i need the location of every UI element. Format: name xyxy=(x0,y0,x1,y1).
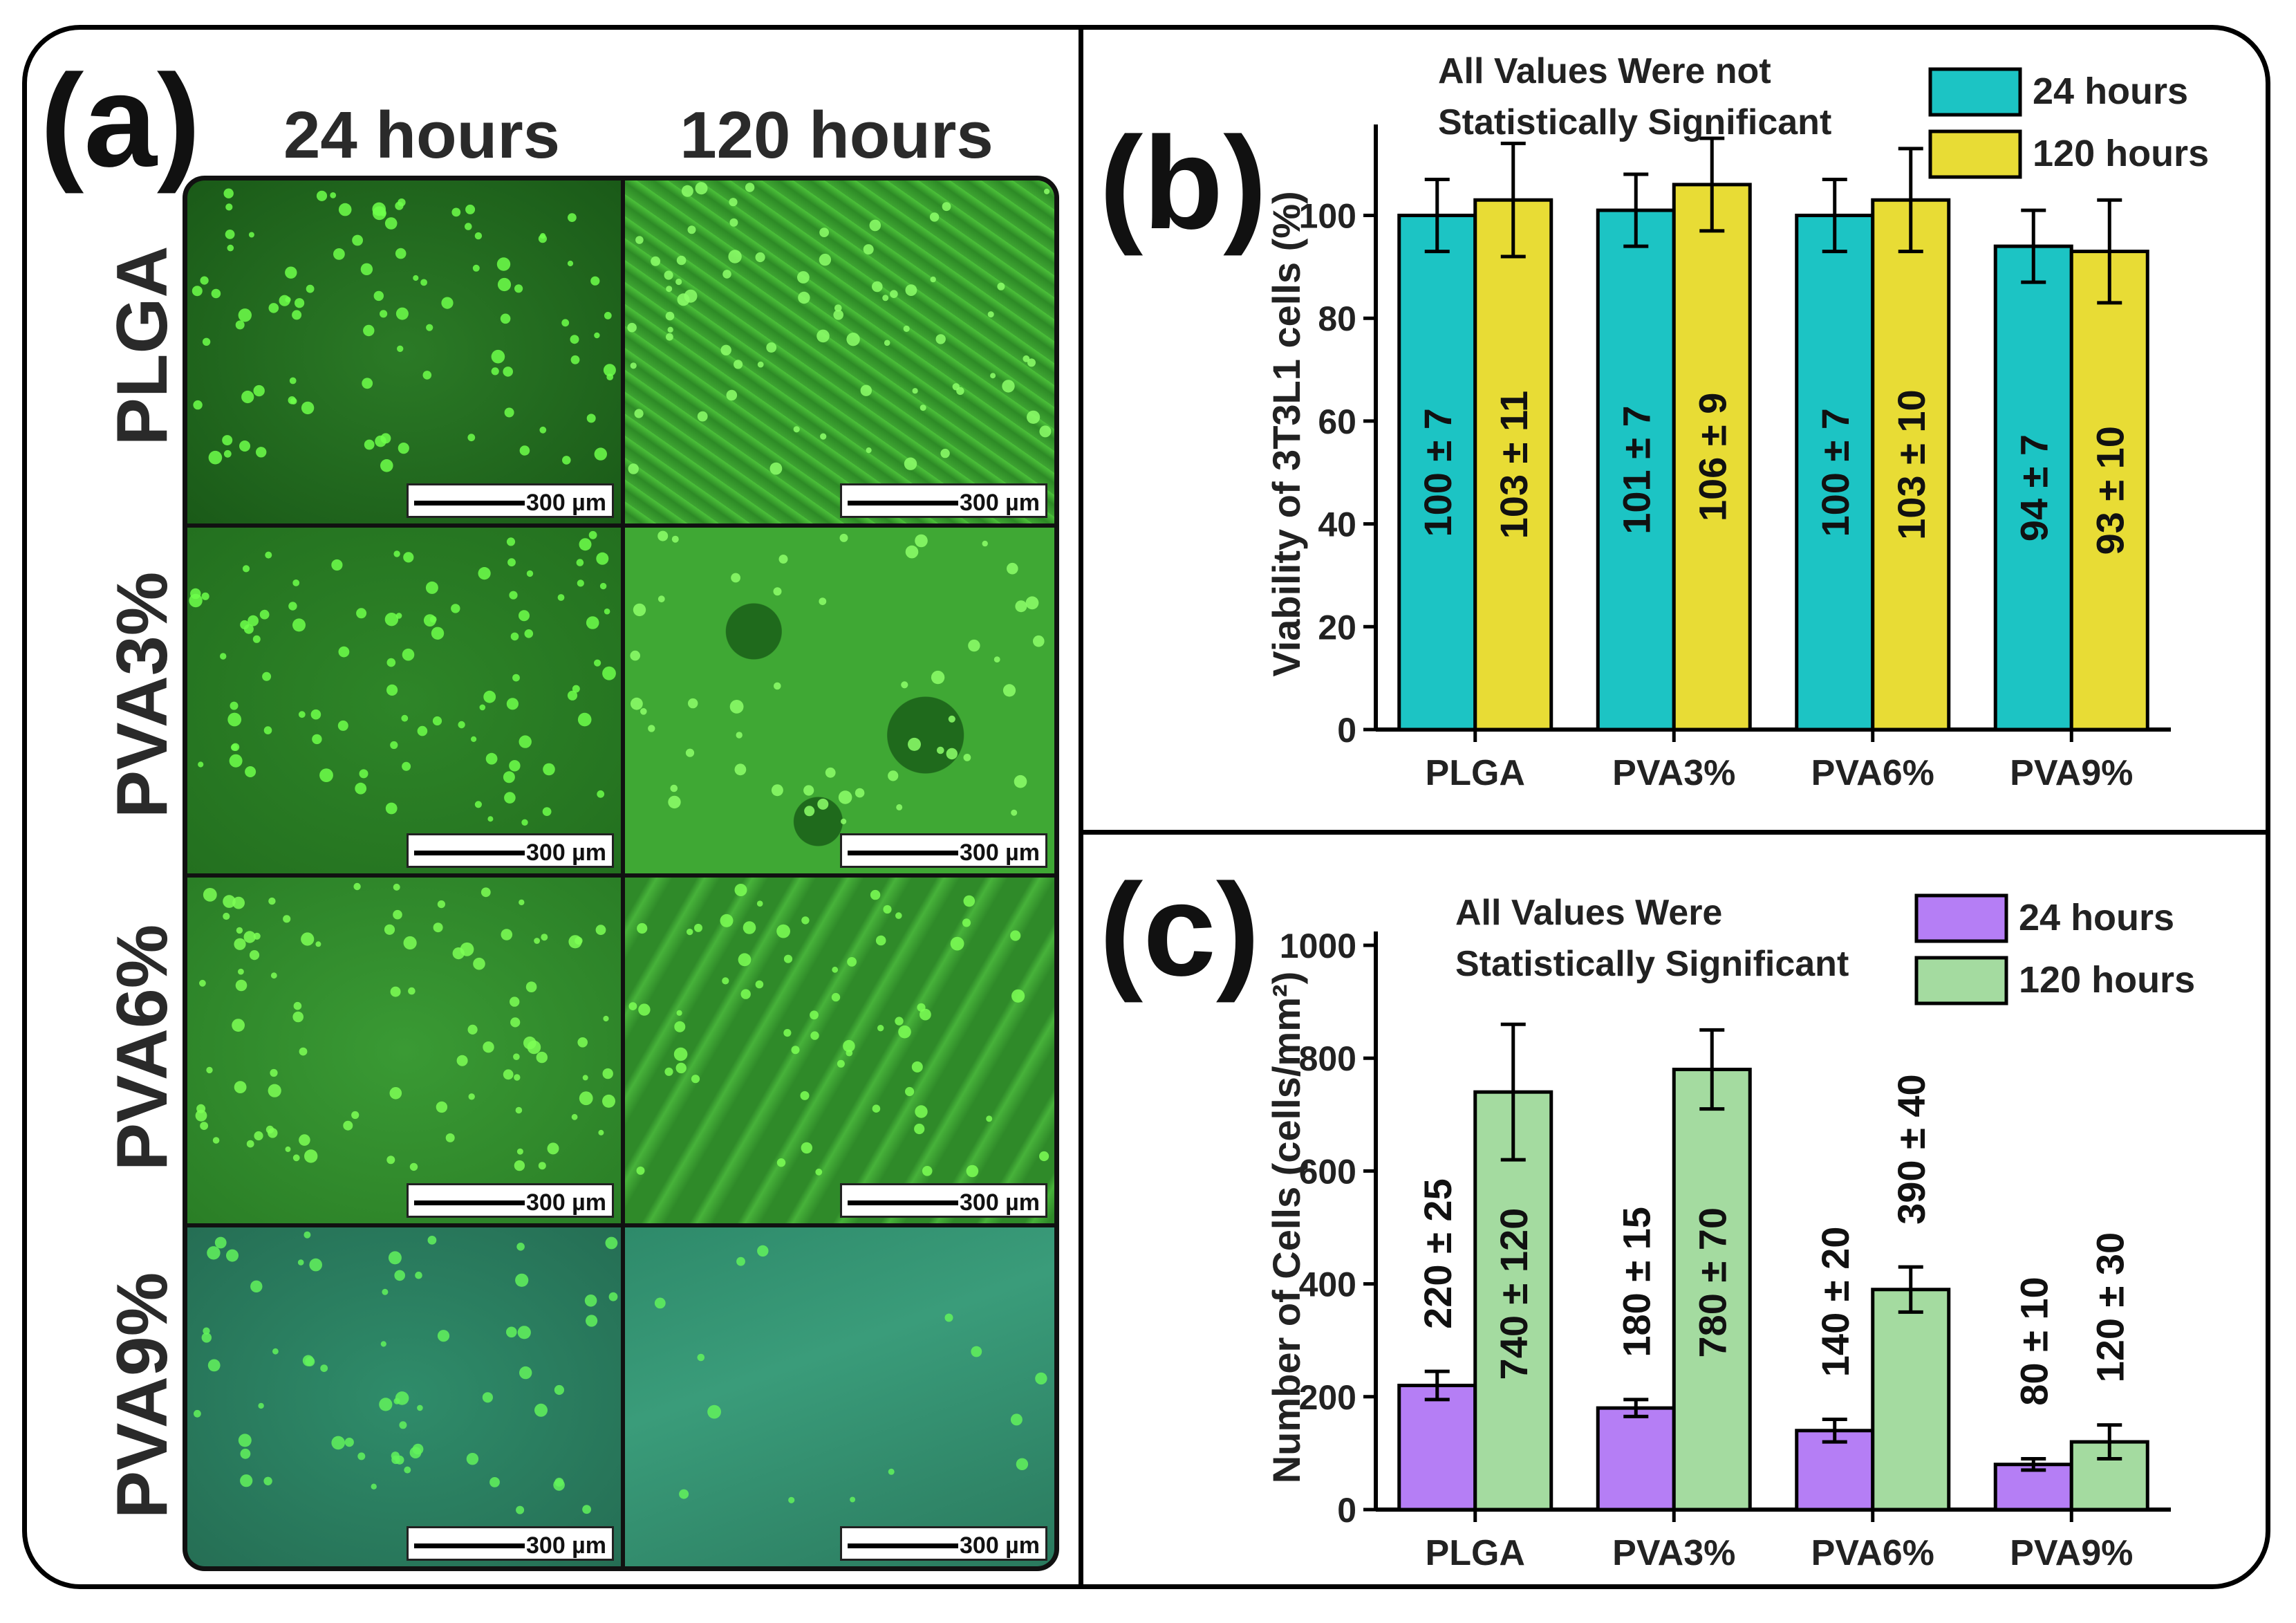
data-label: 100 ± 7 xyxy=(1416,408,1459,537)
micrograph-pva6-24h: 300 µm xyxy=(187,878,621,1223)
y-tick-label: 80 xyxy=(1318,299,1356,338)
data-label: 80 ± 10 xyxy=(2012,1277,2055,1405)
row-label-pva3: PVA3% xyxy=(102,571,183,819)
micrograph-plga-120h: 300 µm xyxy=(625,180,1054,523)
data-label: 390 ± 40 xyxy=(1889,1074,1933,1225)
y-tick-label: 100 xyxy=(1299,197,1356,236)
y-tick-label: 0 xyxy=(1337,1491,1356,1530)
x-tick-label: PVA3% xyxy=(1612,1533,1735,1573)
y-tick-label: 60 xyxy=(1318,402,1356,441)
legend-swatch xyxy=(1928,129,2022,179)
y-tick-label: 800 xyxy=(1299,1039,1356,1078)
micrograph-grid: 300 µm 300 µm 300 µm 300 µm 300 µm 300 µ… xyxy=(183,176,1059,1571)
data-label: 93 ± 10 xyxy=(2088,426,2131,555)
bar xyxy=(1596,208,1676,732)
x-tick-label: PVA6% xyxy=(1811,753,1934,793)
x-tick-label: PLGA xyxy=(1426,1533,1525,1573)
data-label: 180 ± 15 xyxy=(1614,1207,1658,1357)
data-label: 101 ± 7 xyxy=(1614,405,1658,534)
y-tick-label: 0 xyxy=(1337,711,1356,750)
micrograph-pva3-120h: 300 µm xyxy=(625,528,1054,873)
legend-label: 120 hours xyxy=(2033,133,2209,174)
y-tick-label: 600 xyxy=(1299,1152,1356,1191)
scale-bar: 300 µm xyxy=(407,1526,614,1561)
x-tick-label: PVA3% xyxy=(1612,753,1735,793)
scale-bar: 300 µm xyxy=(407,833,614,868)
scale-bar: 300 µm xyxy=(840,1526,1047,1561)
x-tick-label: PVA9% xyxy=(2010,1533,2133,1573)
scale-bar: 300 µm xyxy=(407,483,614,518)
panel-divider-vertical xyxy=(1079,25,1083,1589)
data-label: 106 ± 9 xyxy=(1690,393,1734,521)
bar xyxy=(1672,1068,1752,1512)
scale-bar: 300 µm xyxy=(840,1183,1047,1218)
data-label: 100 ± 7 xyxy=(1813,408,1857,537)
micrograph-pva9-24h: 300 µm xyxy=(187,1227,621,1566)
micrograph-pva6-120h: 300 µm xyxy=(625,878,1054,1223)
data-label: 780 ± 70 xyxy=(1690,1207,1734,1358)
annotation-text: All Values Were not xyxy=(1438,51,1771,91)
data-label: 140 ± 20 xyxy=(1813,1227,1857,1378)
legend-label: 24 hours xyxy=(2019,897,2174,938)
legend-swatch xyxy=(1928,67,2022,117)
bar xyxy=(1871,1288,1951,1512)
panel-b-letter: (b) xyxy=(1099,110,1267,257)
legend-label: 24 hours xyxy=(2033,71,2188,112)
scale-bar: 300 µm xyxy=(840,483,1047,518)
x-tick-label: PVA6% xyxy=(1811,1533,1934,1573)
bar xyxy=(1596,1406,1676,1512)
bar xyxy=(1795,1429,1875,1512)
cell-count-chart: 0 200 400 600 800 1000 Number of Cells (cells/… xyxy=(1264,893,2195,1573)
row-label-pva6: PVA6% xyxy=(102,924,183,1171)
x-tick-label: PVA9% xyxy=(2010,753,2133,793)
panel-a-letter: (a) xyxy=(40,48,201,194)
legend-label: 120 hours xyxy=(2019,959,2195,1001)
annotation-text: Statistically Significant xyxy=(1455,944,1849,984)
y-tick-label: 1000 xyxy=(1280,927,1356,965)
y-tick-label: 200 xyxy=(1299,1378,1356,1417)
row-label-plga: PLGA xyxy=(102,245,183,446)
legend-swatch xyxy=(1914,956,2008,1005)
y-tick-label: 40 xyxy=(1318,506,1356,544)
y-axis-label: Number of Cells (cells/mm²) xyxy=(1264,972,1308,1484)
bar xyxy=(1871,198,1951,732)
scale-bar: 300 µm xyxy=(407,1183,614,1218)
annotation-text: All Values Were xyxy=(1455,893,1722,933)
data-label: 103 ± 10 xyxy=(1889,389,1933,540)
data-label: 120 ± 30 xyxy=(2088,1232,2131,1383)
data-label: 103 ± 11 xyxy=(1492,391,1536,539)
panel-c-letter: (c) xyxy=(1099,857,1260,1003)
legend-swatch xyxy=(1914,893,2008,943)
x-tick-label: PLGA xyxy=(1426,753,1525,793)
column-header-120h: 120 hours xyxy=(680,98,993,172)
data-label: 220 ± 25 xyxy=(1416,1178,1459,1329)
panel-divider-horizontal xyxy=(1079,830,2270,835)
y-axis-label: Viability of 3T3L1 cells (%) xyxy=(1264,191,1308,676)
row-label-pva9: PVA9% xyxy=(102,1272,183,1519)
scale-bar: 300 µm xyxy=(840,833,1047,868)
annotation-text: Statistically Significant xyxy=(1438,102,1831,142)
y-tick-label: 400 xyxy=(1299,1265,1356,1304)
data-label: 740 ± 120 xyxy=(1492,1208,1536,1380)
micrograph-pva9-120h: 300 µm xyxy=(625,1227,1054,1566)
bar xyxy=(1397,1383,1477,1512)
data-label: 94 ± 7 xyxy=(2012,434,2055,541)
micrograph-pva3-24h: 300 µm xyxy=(187,528,621,873)
column-header-24h: 24 hours xyxy=(283,98,561,172)
y-tick-label: 20 xyxy=(1318,608,1356,647)
micrograph-plga-24h: 300 µm xyxy=(187,180,621,523)
bar xyxy=(1672,183,1752,732)
